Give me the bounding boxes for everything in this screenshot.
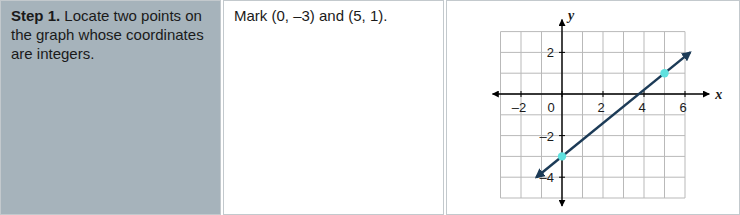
- x-tick: [562, 91, 563, 97]
- step-label: Step 1.: [11, 7, 60, 24]
- grid-line: [501, 177, 686, 178]
- plot-area: [536, 52, 690, 177]
- line: [536, 52, 690, 177]
- graph-cell: [446, 0, 740, 215]
- x-tick-label: 2: [597, 100, 604, 115]
- graph: –202462–2–4xy: [0, 0, 740, 215]
- y-tick: [559, 52, 565, 53]
- x-axis-label: x: [714, 87, 722, 102]
- grid: [501, 32, 686, 198]
- x-tick-label: 4: [638, 100, 645, 115]
- y-axis: [561, 20, 562, 206]
- y-axis-label: y: [566, 8, 575, 23]
- grid-line: [501, 73, 686, 74]
- grid-line: [501, 135, 686, 136]
- y-tick: [559, 135, 565, 136]
- x-axis: [493, 93, 710, 94]
- x-tick-label: 0: [547, 100, 554, 115]
- grid-line: [501, 156, 686, 157]
- x-tick: [603, 91, 604, 97]
- grid-line: [501, 198, 686, 199]
- y-tick-label: –2: [540, 129, 554, 144]
- point: [660, 69, 668, 77]
- x-tick-label: –2: [512, 100, 526, 115]
- grid-line: [501, 52, 686, 53]
- step-cell: Step 1. Locate two points on the graph w…: [0, 0, 221, 215]
- x-tick: [685, 91, 686, 97]
- x-tick-label: 6: [679, 100, 686, 115]
- y-tick: [559, 177, 565, 178]
- step-text: Step 1. Locate two points on the graph w…: [11, 6, 211, 63]
- instruction-text: Mark (0, –3) and (5, 1).: [234, 6, 434, 25]
- point: [558, 152, 566, 160]
- x-tick: [644, 91, 645, 97]
- grid-line: [501, 114, 686, 115]
- x-tick: [521, 91, 522, 97]
- instruction-cell: Mark (0, –3) and (5, 1).: [223, 0, 444, 215]
- y-tick-label: 2: [547, 45, 554, 60]
- grid-line: [501, 31, 686, 32]
